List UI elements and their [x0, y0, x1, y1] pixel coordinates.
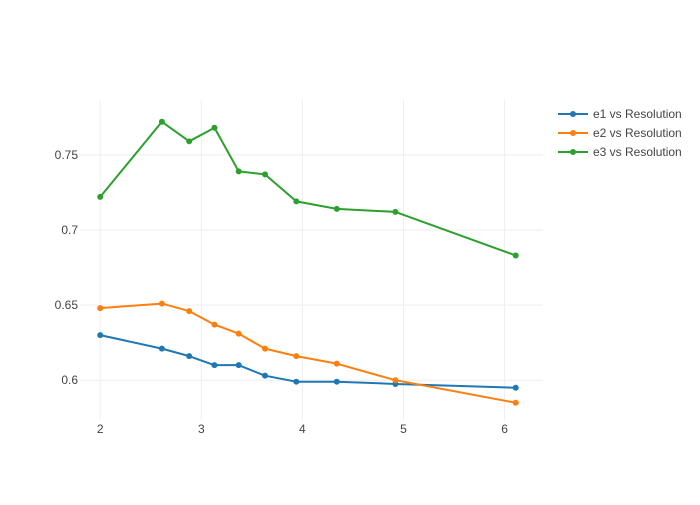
x-tick-label: 2: [97, 422, 104, 436]
data-point[interactable]: [261, 372, 268, 379]
legend-item[interactable]: e2 vs Resolution: [558, 126, 682, 140]
legend-label: e3 vs Resolution: [593, 145, 682, 159]
y-tick-label: 0.7: [61, 223, 78, 237]
x-tick-label: 3: [198, 422, 205, 436]
data-point[interactable]: [211, 362, 218, 369]
data-point[interactable]: [158, 300, 165, 307]
data-point[interactable]: [186, 138, 193, 145]
data-point[interactable]: [158, 345, 165, 352]
data-point[interactable]: [512, 252, 519, 259]
legend-label: e2 vs Resolution: [593, 126, 682, 140]
series-line[interactable]: [99, 120, 517, 257]
y-tick-label: 0.65: [55, 298, 79, 312]
data-point[interactable]: [97, 332, 104, 339]
legend-swatch-marker: [570, 111, 576, 117]
data-point[interactable]: [333, 205, 340, 212]
data-point[interactable]: [97, 193, 104, 200]
data-point[interactable]: [293, 198, 300, 205]
data-point[interactable]: [235, 168, 242, 175]
data-point[interactable]: [293, 353, 300, 360]
x-tick-label: 5: [400, 422, 407, 436]
data-point[interactable]: [392, 208, 399, 215]
series-2[interactable]: [97, 300, 519, 406]
data-point[interactable]: [158, 118, 165, 125]
data-point[interactable]: [186, 353, 193, 360]
series-line[interactable]: [100, 302, 516, 404]
x-tick-label: 4: [299, 422, 306, 436]
data-point[interactable]: [333, 378, 340, 385]
data-point[interactable]: [235, 330, 242, 337]
series-line[interactable]: [100, 334, 516, 389]
data-point[interactable]: [293, 378, 300, 385]
data-point[interactable]: [392, 377, 399, 384]
data-point[interactable]: [97, 305, 104, 312]
series-layer: [97, 118, 519, 406]
legend-swatch-marker: [570, 130, 576, 136]
data-point[interactable]: [261, 345, 268, 352]
data-point[interactable]: [211, 321, 218, 328]
data-point[interactable]: [512, 399, 519, 406]
legend-item[interactable]: e1 vs Resolution: [558, 107, 682, 121]
data-point[interactable]: [211, 124, 218, 131]
legend-label: e1 vs Resolution: [593, 107, 682, 121]
series-1[interactable]: [97, 332, 519, 391]
legend-item[interactable]: e3 vs Resolution: [558, 145, 682, 159]
y-tick-label: 0.75: [55, 148, 79, 162]
legend[interactable]: e1 vs Resolution e2 vs Resolution e3 vs Re…: [558, 107, 682, 159]
grid-layer: [80, 100, 543, 420]
data-point[interactable]: [261, 171, 268, 178]
axis-layer: 2 3 4 5 6 0.6 0.65 0.7 0.75: [55, 148, 509, 436]
legend-swatch-marker: [570, 149, 576, 155]
data-point[interactable]: [512, 384, 519, 391]
x-tick-label: 6: [501, 422, 508, 436]
y-tick-label: 0.6: [61, 373, 78, 387]
data-point[interactable]: [186, 308, 193, 315]
data-point[interactable]: [235, 362, 242, 369]
series-3[interactable]: [97, 118, 519, 259]
data-point[interactable]: [333, 360, 340, 367]
